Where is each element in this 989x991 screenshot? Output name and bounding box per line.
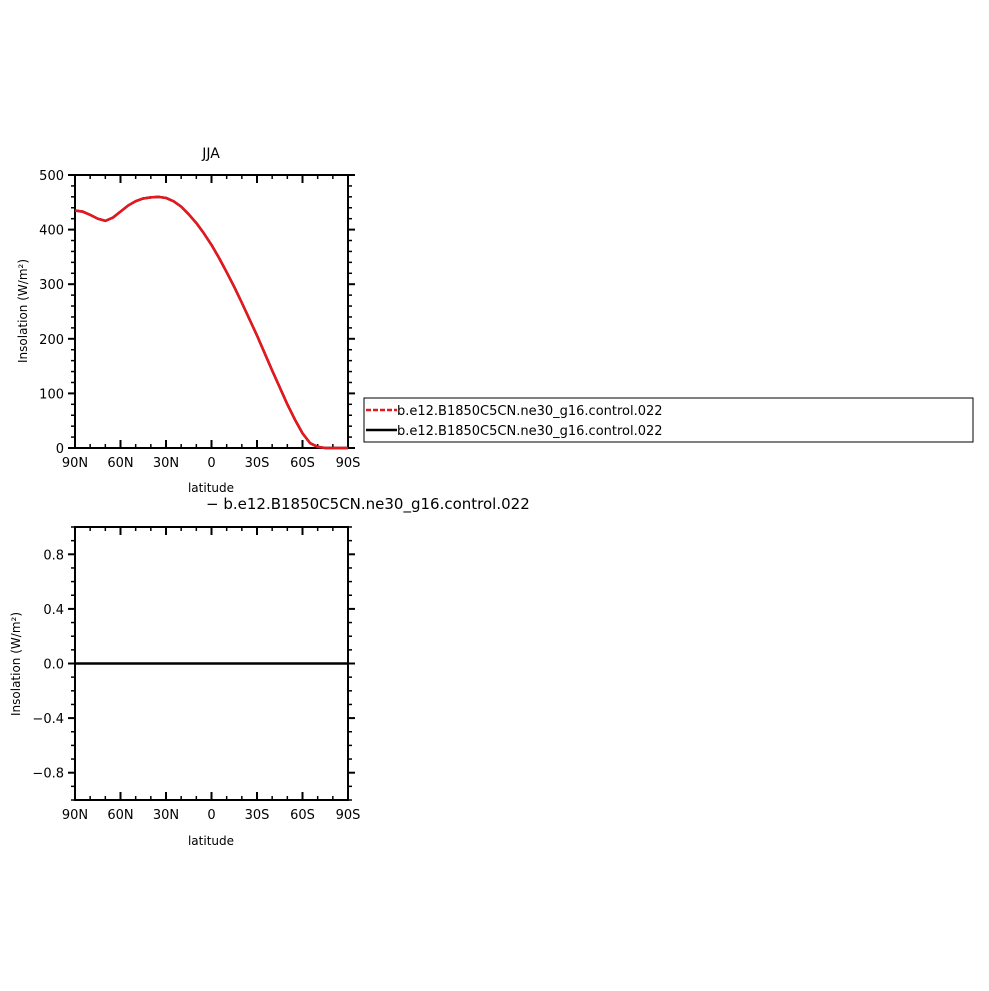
bottom-ticks <box>68 526 355 801</box>
legend-entry-2: b.e12.B1850C5CN.ne30_g16.control.022 <box>397 424 663 439</box>
legend-entry-1: b.e12.B1850C5CN.ne30_g16.control.022 <box>397 404 663 419</box>
x-tick-label: 90N <box>62 456 88 471</box>
top-tick-labels: 90N 60N 30N 0 30S 60S 90S 0 100 200 300 400 500 <box>39 169 360 471</box>
bottom-title: − b.e12.B1850C5CN.ne30_g16.control.022 <box>206 495 530 514</box>
series-line-dashed <box>74 195 348 450</box>
y-tick-label: 100 <box>39 387 64 402</box>
y-tick-label: 200 <box>39 333 64 348</box>
x-tick-label: 90S <box>336 456 361 471</box>
y-tick-label: 0.4 <box>43 603 64 618</box>
top-title: JJA <box>201 146 220 162</box>
y-tick-label: −0.8 <box>32 767 64 782</box>
y-tick-label: 0 <box>56 442 64 457</box>
top-panel: JJA 90N 60N 30N 0 30S 60S 90S0100200300400500 … <box>16 146 360 495</box>
x-tick-label: 90S <box>336 808 361 823</box>
x-tick-label: 30S <box>245 456 270 471</box>
bottom-panel: − b.e12.B1850C5CN.ne30_g16.control.022 9… <box>9 495 530 848</box>
bottom-tick-labels: 90N 60N 30N 0 30S 60S 90S −0.8 −0.4 0.0 0.4 0.8 <box>32 548 360 823</box>
top-series <box>74 195 348 450</box>
x-tick-label: 0 <box>207 808 215 823</box>
y-tick-label: 0.0 <box>43 658 64 673</box>
series-line-solid <box>74 195 348 450</box>
legend-box <box>363 397 974 443</box>
x-tick-label: 60S <box>290 456 315 471</box>
x-tick-label: 90N <box>62 808 88 823</box>
bottom-xlabel: latitude <box>188 834 234 848</box>
legend: b.e12.B1850C5CN.ne30_g16.control.022 b.e… <box>363 397 974 443</box>
y-tick-label: 300 <box>39 278 64 293</box>
top-ticks <box>68 174 355 449</box>
y-tick-label: 0.8 <box>43 548 64 563</box>
x-tick-label: 60N <box>107 456 133 471</box>
y-tick-label: −0.4 <box>32 712 64 727</box>
x-tick-label: 60N <box>107 808 133 823</box>
y-tick-label: 400 <box>39 224 64 239</box>
x-tick-label: 0 <box>207 456 215 471</box>
top-xlabel: latitude <box>188 481 234 495</box>
bottom-ylabel: Insolation (W/m²) <box>9 612 23 716</box>
x-tick-label: 60S <box>290 808 315 823</box>
x-tick-label: 30N <box>153 808 179 823</box>
top-ylabel: Insolation (W/m²) <box>16 259 30 363</box>
x-tick-label: 30S <box>245 808 270 823</box>
y-tick-label: 500 <box>39 169 64 184</box>
x-tick-label: 30N <box>153 456 179 471</box>
